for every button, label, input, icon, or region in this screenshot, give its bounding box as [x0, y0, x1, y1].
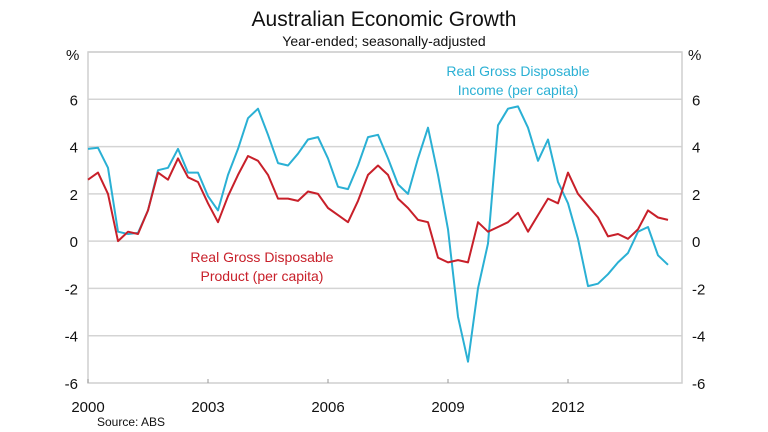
- x-tick-label: 2000: [71, 399, 104, 416]
- y-tick-label-left: 0: [70, 234, 78, 251]
- plot-frame: [87, 51, 683, 384]
- y-tick-label-right: -4: [692, 329, 705, 346]
- product-series-line: [87, 155, 669, 264]
- product-series-label: Product (per capita): [201, 268, 324, 284]
- y-tick-label-left: -2: [65, 281, 78, 298]
- y-tick-label-left: -6: [65, 376, 78, 393]
- y-tick-label-left: 2: [70, 187, 78, 204]
- x-tick-label: 2003: [191, 399, 224, 416]
- chart-title: Australian Economic Growth: [252, 8, 517, 31]
- x-tick-label: 2009: [431, 399, 464, 416]
- y-tick-label-right: 0: [692, 234, 700, 251]
- source-note: Source: ABS: [97, 415, 165, 429]
- chart-subtitle: Year-ended; seasonally-adjusted: [282, 33, 485, 49]
- y-axis-unit-right: %: [688, 47, 701, 64]
- y-tick-label-right: -6: [692, 376, 705, 393]
- y-tick-label-right: 2: [692, 187, 700, 204]
- product-series-label: Real Gross Disposable: [190, 249, 333, 265]
- y-tick-label-left: 4: [70, 140, 78, 157]
- y-tick-label-left: -4: [65, 329, 78, 346]
- y-tick-label-right: 6: [692, 92, 700, 109]
- y-axis-unit-left: %: [66, 47, 79, 64]
- income-series-line: [87, 105, 669, 363]
- y-tick-label-right: 4: [692, 140, 700, 157]
- x-tick-label: 2012: [551, 399, 584, 416]
- y-tick-label-right: -2: [692, 281, 705, 298]
- income-series-label: Real Gross Disposable: [446, 63, 589, 79]
- income-series-label: Income (per capita): [458, 82, 579, 98]
- x-tick-label: 2006: [311, 399, 344, 416]
- y-tick-label-left: 6: [70, 92, 78, 109]
